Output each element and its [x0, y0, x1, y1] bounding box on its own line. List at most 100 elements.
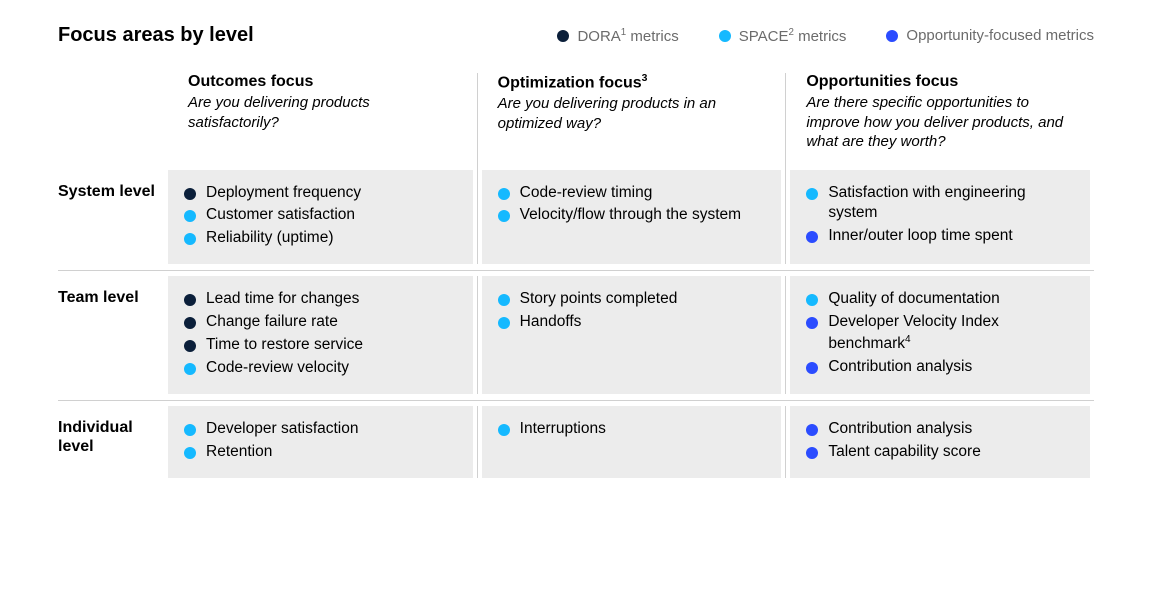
metric-label: Code-review timing: [520, 183, 653, 204]
column-header: Opportunities focus Are there specific op…: [785, 73, 1094, 170]
legend-label: Opportunity-focused metrics: [906, 27, 1094, 44]
metric-label: Developer satisfaction: [206, 419, 359, 440]
cell-wrap: Quality of documentationDeveloper Veloci…: [785, 276, 1094, 394]
column-subtitle: Are there specific opportunities to impr…: [806, 93, 1074, 152]
legend-label: SPACE2 metrics: [739, 27, 847, 45]
metric-dot-icon: [184, 233, 196, 245]
metric-cell: Contribution analysisTalent capability s…: [790, 406, 1090, 478]
cell-wrap: Developer satisfactionRetention: [168, 406, 477, 478]
metric-item: Time to restore service: [184, 334, 457, 357]
metric-dot-icon: [806, 424, 818, 436]
metric-dot-icon: [184, 424, 196, 436]
metric-dot-icon: [806, 294, 818, 306]
metric-item: Velocity/flow through the system: [498, 204, 766, 227]
metric-cell: Quality of documentationDeveloper Veloci…: [790, 276, 1090, 394]
metric-cell: Deployment frequencyCustomer satisfactio…: [168, 170, 473, 265]
metric-dot-icon: [806, 317, 818, 329]
metric-dot-icon: [184, 294, 196, 306]
metric-dot-icon: [498, 210, 510, 222]
legend-dot-icon: [886, 30, 898, 42]
metric-item: Contribution analysis: [806, 356, 1074, 379]
column-header: Optimization focus3 Are you delivering pr…: [477, 73, 786, 170]
metric-item: Developer Velocity Index benchmark4: [806, 311, 1074, 356]
page-title: Focus areas by level: [58, 24, 254, 47]
metric-label: Lead time for changes: [206, 289, 359, 310]
metric-cell: Story points completedHandoffs: [482, 276, 782, 394]
metric-label: Change failure rate: [206, 312, 338, 333]
metric-item: Quality of documentation: [806, 288, 1074, 311]
column-subtitle: Are you delivering products in an optimi…: [498, 94, 766, 133]
metric-label: Inner/outer loop time spent: [828, 226, 1012, 247]
metric-label: Contribution analysis: [828, 357, 972, 378]
metric-item: Developer satisfaction: [184, 418, 457, 441]
legend-item: DORA1 metrics: [557, 27, 678, 45]
metric-item: Retention: [184, 441, 457, 464]
metric-item: Talent capability score: [806, 441, 1074, 464]
column-title: Outcomes focus: [188, 73, 457, 91]
metric-item: Reliability (uptime): [184, 227, 457, 250]
column-title: Opportunities focus: [806, 73, 1074, 91]
header-row: Focus areas by level DORA1 metrics SPACE2…: [58, 24, 1094, 47]
legend: DORA1 metrics SPACE2 metrics Opportunity-f…: [557, 27, 1094, 45]
metric-cell: Interruptions: [482, 406, 782, 478]
metric-label: Customer satisfaction: [206, 205, 355, 226]
column-title: Optimization focus3: [498, 73, 766, 92]
metric-dot-icon: [806, 188, 818, 200]
metric-label: Time to restore service: [206, 335, 363, 356]
column-header: Outcomes focus Are you delivering product…: [168, 73, 477, 170]
corner-spacer: [58, 73, 168, 170]
metric-label: Deployment frequency: [206, 183, 361, 204]
row-divider: [58, 264, 1094, 276]
row-label: Individual level: [58, 406, 168, 478]
metric-label: Interruptions: [520, 419, 606, 440]
legend-dot-icon: [557, 30, 569, 42]
metric-label: Code-review velocity: [206, 358, 349, 379]
cell-wrap: Lead time for changesChange failure rate…: [168, 276, 477, 394]
matrix-grid: Outcomes focus Are you delivering product…: [58, 73, 1094, 478]
metric-cell: Lead time for changesChange failure rate…: [168, 276, 473, 394]
metric-dot-icon: [184, 317, 196, 329]
metric-label: Velocity/flow through the system: [520, 205, 741, 226]
metric-label: Reliability (uptime): [206, 228, 333, 249]
metric-item: Deployment frequency: [184, 182, 457, 205]
metric-item: Lead time for changes: [184, 288, 457, 311]
metric-dot-icon: [184, 210, 196, 222]
metric-label: Talent capability score: [828, 442, 981, 463]
metric-dot-icon: [498, 188, 510, 200]
cell-wrap: Story points completedHandoffs: [477, 276, 786, 394]
metric-item: Customer satisfaction: [184, 204, 457, 227]
metric-label: Developer Velocity Index benchmark4: [828, 312, 1074, 355]
metric-item: Inner/outer loop time spent: [806, 225, 1074, 248]
metric-cell: Code-review timingVelocity/flow through …: [482, 170, 782, 265]
metric-dot-icon: [498, 317, 510, 329]
metric-item: Handoffs: [498, 311, 766, 334]
metric-dot-icon: [498, 424, 510, 436]
column-subtitle: Are you delivering products satisfactori…: [188, 93, 457, 132]
metric-item: Story points completed: [498, 288, 766, 311]
row-label: Team level: [58, 276, 168, 394]
metric-label: Satisfaction with engineering system: [828, 183, 1074, 225]
metric-item: Satisfaction with engineering system: [806, 182, 1074, 226]
cell-wrap: Satisfaction with engineering systemInne…: [785, 170, 1094, 265]
metric-dot-icon: [184, 340, 196, 352]
metric-dot-icon: [184, 188, 196, 200]
metric-dot-icon: [806, 362, 818, 374]
legend-label: DORA1 metrics: [577, 27, 678, 45]
metric-label: Contribution analysis: [828, 419, 972, 440]
metric-label: Handoffs: [520, 312, 582, 333]
metric-label: Story points completed: [520, 289, 678, 310]
metric-dot-icon: [806, 447, 818, 459]
legend-item: SPACE2 metrics: [719, 27, 847, 45]
metric-dot-icon: [184, 447, 196, 459]
metric-item: Change failure rate: [184, 311, 457, 334]
metric-label: Quality of documentation: [828, 289, 999, 310]
legend-dot-icon: [719, 30, 731, 42]
metric-item: Code-review timing: [498, 182, 766, 205]
metric-cell: Satisfaction with engineering systemInne…: [790, 170, 1090, 265]
metric-dot-icon: [806, 231, 818, 243]
cell-wrap: Interruptions: [477, 406, 786, 478]
row-label: System level: [58, 170, 168, 265]
cell-wrap: Contribution analysisTalent capability s…: [785, 406, 1094, 478]
metric-dot-icon: [184, 363, 196, 375]
metric-label: Retention: [206, 442, 272, 463]
